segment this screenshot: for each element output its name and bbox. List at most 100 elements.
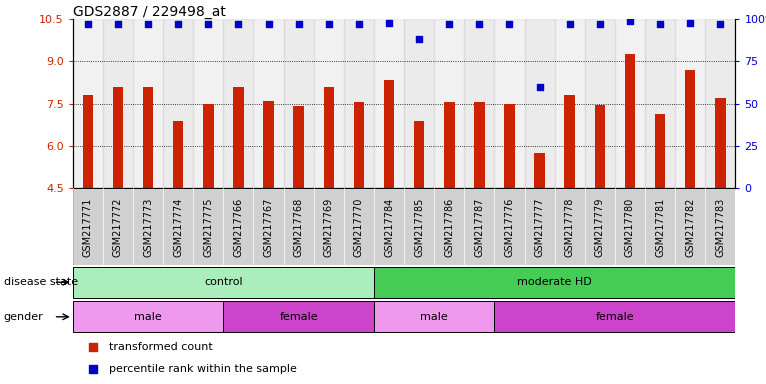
Text: male: male [134, 312, 162, 322]
Text: moderate HD: moderate HD [517, 277, 592, 287]
Point [503, 21, 516, 27]
Text: female: female [596, 312, 634, 322]
Point [263, 21, 275, 27]
Bar [323, 87, 334, 188]
Text: GSM217778: GSM217778 [565, 197, 574, 257]
Bar [494, 19, 525, 188]
Text: GSM217769: GSM217769 [324, 197, 334, 257]
Bar [224, 19, 254, 188]
Point [87, 344, 99, 350]
Bar [565, 95, 575, 188]
Bar [464, 19, 494, 188]
Text: GSM217785: GSM217785 [414, 197, 424, 257]
Point [654, 21, 666, 27]
Point [87, 366, 99, 372]
Text: GSM217773: GSM217773 [143, 197, 153, 257]
Point [232, 21, 244, 27]
Bar [374, 301, 494, 332]
Bar [384, 80, 394, 188]
Bar [344, 19, 374, 188]
Bar [203, 104, 214, 188]
Text: GSM217772: GSM217772 [113, 197, 123, 257]
Bar [525, 19, 555, 188]
Point [142, 21, 154, 27]
Bar [434, 19, 464, 188]
Bar [655, 114, 666, 188]
Bar [615, 19, 645, 188]
Bar [374, 267, 735, 298]
Text: GSM217786: GSM217786 [444, 197, 454, 257]
Point [473, 21, 486, 27]
Point [293, 21, 305, 27]
Bar [404, 19, 434, 188]
Bar [73, 267, 374, 298]
Text: GSM217771: GSM217771 [83, 197, 93, 257]
Text: GSM217782: GSM217782 [685, 197, 696, 257]
Text: GSM217774: GSM217774 [173, 197, 183, 257]
Text: GSM217783: GSM217783 [715, 197, 725, 257]
Bar [233, 87, 244, 188]
Point [624, 18, 636, 24]
Point [684, 20, 696, 26]
Text: percentile rank within the sample: percentile rank within the sample [110, 364, 297, 374]
Point [202, 21, 214, 27]
Text: GSM217784: GSM217784 [384, 197, 394, 257]
Bar [103, 19, 133, 188]
Point [714, 21, 726, 27]
Bar [254, 19, 283, 188]
Text: GSM217780: GSM217780 [625, 197, 635, 257]
Bar [705, 19, 735, 188]
Bar [494, 301, 735, 332]
Point [353, 21, 365, 27]
Text: GSM217766: GSM217766 [234, 197, 244, 257]
Text: GSM217768: GSM217768 [293, 197, 303, 257]
Text: GSM217787: GSM217787 [474, 197, 484, 257]
Point [112, 21, 124, 27]
Point [322, 21, 335, 27]
Point [564, 21, 576, 27]
Bar [83, 95, 93, 188]
Text: disease state: disease state [4, 277, 78, 287]
Text: GDS2887 / 229498_at: GDS2887 / 229498_at [73, 5, 226, 19]
Point [383, 20, 395, 26]
Bar [142, 87, 153, 188]
Bar [625, 55, 635, 188]
Bar [645, 19, 675, 188]
Bar [474, 102, 485, 188]
Bar [504, 104, 515, 188]
Text: GSM217779: GSM217779 [595, 197, 605, 257]
Bar [283, 19, 314, 188]
Text: male: male [421, 312, 448, 322]
Point [443, 21, 455, 27]
Bar [293, 106, 304, 188]
Bar [224, 301, 374, 332]
Bar [113, 87, 123, 188]
Bar [133, 19, 163, 188]
Bar [685, 70, 696, 188]
Text: GSM217781: GSM217781 [655, 197, 665, 257]
Text: female: female [280, 312, 318, 322]
Bar [314, 19, 344, 188]
Text: gender: gender [4, 312, 44, 322]
Bar [444, 102, 454, 188]
Bar [535, 153, 545, 188]
Bar [173, 121, 183, 188]
Point [82, 21, 94, 27]
Bar [354, 102, 364, 188]
Point [594, 21, 606, 27]
Text: GSM217770: GSM217770 [354, 197, 364, 257]
Bar [584, 19, 615, 188]
Bar [73, 19, 103, 188]
Text: GSM217777: GSM217777 [535, 197, 545, 257]
Bar [555, 19, 584, 188]
Bar [73, 301, 224, 332]
Bar [675, 19, 705, 188]
Point [533, 84, 545, 90]
Bar [715, 98, 725, 188]
Text: GSM217775: GSM217775 [203, 197, 213, 257]
Bar [374, 19, 404, 188]
Text: transformed count: transformed count [110, 342, 213, 352]
Text: control: control [204, 277, 243, 287]
Bar [193, 19, 224, 188]
Bar [414, 121, 424, 188]
